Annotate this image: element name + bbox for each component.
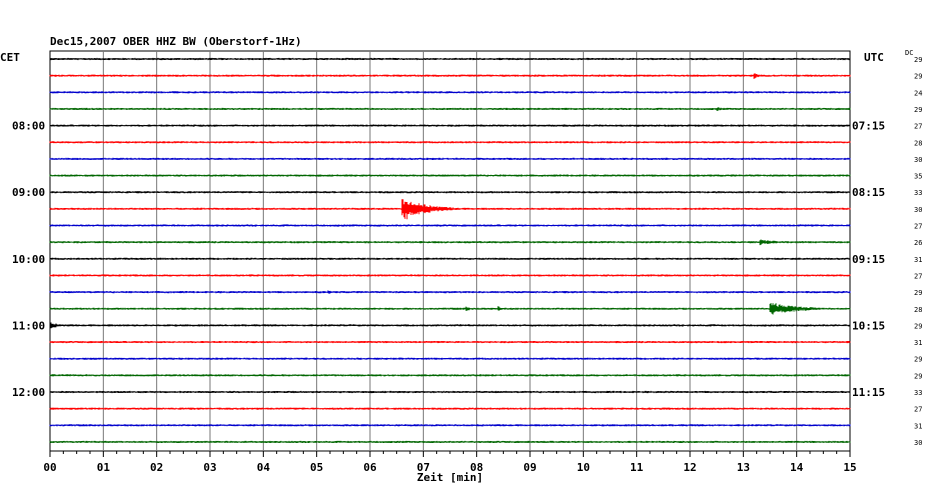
cet-time-label: 12:00 bbox=[12, 386, 45, 399]
x-tick-label: 05 bbox=[310, 461, 323, 474]
dc-value: 35 bbox=[914, 173, 922, 181]
x-tick-label: 04 bbox=[257, 461, 271, 474]
dc-value: 29 bbox=[914, 56, 922, 64]
dc-header-label: DC bbox=[905, 49, 913, 57]
dc-value: 26 bbox=[914, 239, 922, 247]
dc-value: 29 bbox=[914, 73, 922, 81]
cet-time-label: 11:00 bbox=[12, 319, 45, 332]
dc-value: 33 bbox=[914, 189, 922, 197]
dc-value: 27 bbox=[914, 123, 922, 131]
x-tick-label: 15 bbox=[843, 461, 856, 474]
utc-time-label: 08:15 bbox=[852, 186, 885, 199]
seismic-trace bbox=[49, 341, 851, 344]
dc-value: 27 bbox=[914, 272, 922, 280]
seismic-trace bbox=[49, 73, 851, 79]
seismic-trace bbox=[49, 224, 851, 227]
cet-time-label: 09:00 bbox=[12, 186, 45, 199]
dc-value: 30 bbox=[914, 206, 922, 214]
plot-frame bbox=[49, 50, 851, 452]
seismic-trace bbox=[49, 174, 851, 177]
dc-value: 31 bbox=[914, 422, 922, 430]
seismic-trace bbox=[49, 424, 851, 427]
seismic-trace bbox=[49, 407, 851, 410]
seismic-traces bbox=[49, 57, 851, 443]
seismic-trace bbox=[49, 322, 851, 329]
seismic-trace bbox=[49, 107, 851, 111]
dc-value: 27 bbox=[914, 406, 922, 414]
dc-value: 29 bbox=[914, 372, 922, 380]
x-axis: 00 01 02 03 04 05 06 07 08 09 10 11 12 13 14 15 bbox=[43, 451, 857, 474]
seismic-trace bbox=[49, 374, 851, 377]
x-tick-label: 10 bbox=[577, 461, 590, 474]
seismic-trace bbox=[49, 57, 851, 61]
cet-time-label: 10:00 bbox=[12, 253, 45, 266]
dc-value: 31 bbox=[914, 256, 922, 264]
seismic-trace bbox=[49, 199, 851, 220]
x-tick-label: 02 bbox=[150, 461, 163, 474]
seismic-trace bbox=[49, 274, 851, 277]
dc-value: 29 bbox=[914, 356, 922, 364]
dc-value: 30 bbox=[914, 439, 922, 447]
cet-axis-label: CET bbox=[0, 51, 20, 64]
x-tick-label: 09 bbox=[523, 461, 536, 474]
chart-title: Dec15,2007 OBER HHZ BW (Oberstorf-1Hz) bbox=[50, 35, 302, 48]
time-labels: 08:00 09:00 10:00 11:00 12:00 07:15 08:15 09:15… bbox=[12, 56, 922, 447]
dc-value: 28 bbox=[914, 306, 922, 314]
utc-time-label: 10:15 bbox=[852, 319, 885, 332]
seismic-trace bbox=[49, 124, 851, 127]
seismic-trace bbox=[49, 390, 851, 394]
x-axis-label: Zeit [min] bbox=[417, 471, 483, 484]
dc-value: 29 bbox=[914, 289, 922, 297]
cet-time-label: 08:00 bbox=[12, 120, 45, 133]
dc-value: 28 bbox=[914, 139, 922, 147]
seismic-trace bbox=[49, 440, 851, 443]
dc-value: 33 bbox=[914, 389, 922, 397]
utc-time-label: 11:15 bbox=[852, 386, 885, 399]
x-tick-label: 08 bbox=[470, 461, 483, 474]
dc-value: 29 bbox=[914, 106, 922, 114]
dc-value: 24 bbox=[914, 89, 922, 97]
x-tick-label: 14 bbox=[790, 461, 804, 474]
x-tick-label: 12 bbox=[683, 461, 696, 474]
seismic-trace bbox=[49, 91, 851, 94]
utc-time-label: 09:15 bbox=[852, 253, 885, 266]
utc-time-label: 07:15 bbox=[852, 120, 885, 133]
seismic-trace bbox=[49, 290, 851, 294]
x-tick-label: 11 bbox=[630, 461, 644, 474]
time-grid bbox=[49, 50, 851, 452]
dc-value: 30 bbox=[914, 156, 922, 164]
seismic-trace bbox=[49, 357, 851, 360]
seismic-trace bbox=[49, 303, 851, 315]
seismic-trace bbox=[49, 257, 851, 260]
dc-value: 27 bbox=[914, 223, 922, 231]
seismic-trace bbox=[49, 191, 851, 194]
seismic-trace bbox=[49, 157, 851, 160]
x-tick-label: 01 bbox=[97, 461, 111, 474]
x-tick-label: 13 bbox=[737, 461, 750, 474]
dc-value: 31 bbox=[914, 339, 922, 347]
x-tick-label: 07 bbox=[417, 461, 430, 474]
utc-axis-label: UTC bbox=[864, 51, 884, 64]
x-tick-label: 03 bbox=[203, 461, 216, 474]
dc-value: 29 bbox=[914, 322, 922, 330]
x-tick-label: 06 bbox=[363, 461, 377, 474]
seismic-trace bbox=[49, 239, 851, 246]
x-tick-label: 00 bbox=[43, 461, 56, 474]
seismic-trace bbox=[49, 141, 851, 144]
